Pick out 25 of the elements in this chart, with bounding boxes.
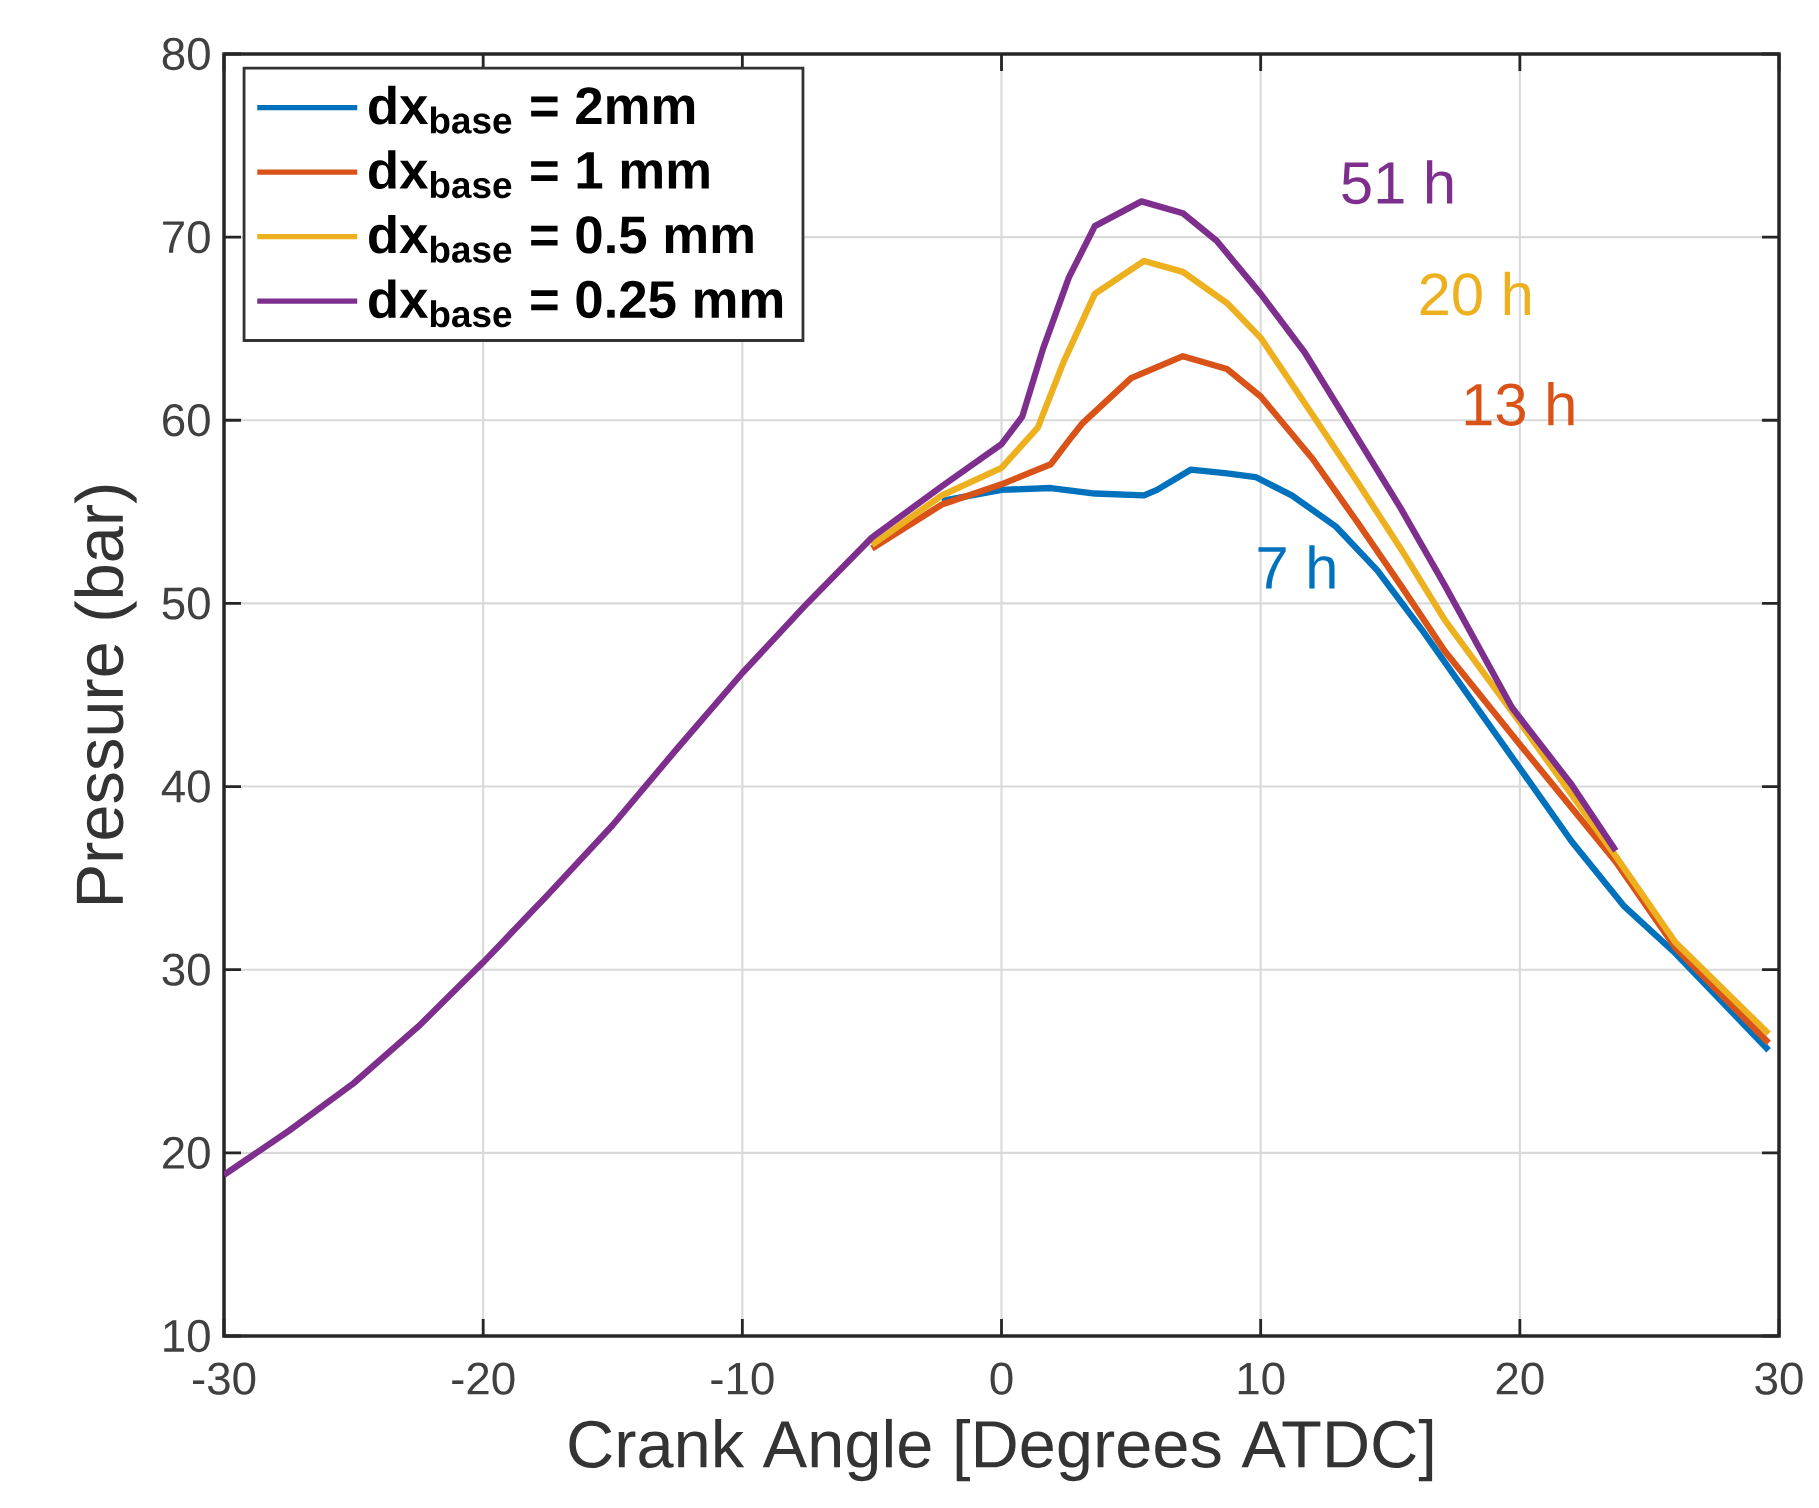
y-tick-label: 50 xyxy=(162,587,210,620)
x-tick-label: -10 xyxy=(711,1362,774,1395)
x-tick-label: 30 xyxy=(1755,1362,1803,1395)
legend-label: dx$_{base}$ = 0.5 mm xyxy=(369,214,753,263)
annotation: 13 h xyxy=(1465,382,1574,426)
x-tick-label: 20 xyxy=(1496,1362,1544,1395)
legend-label: dx$_{base}$ = 0.25 mm xyxy=(369,279,783,328)
y-tick-label: 10 xyxy=(164,1319,210,1353)
y-tick-label: 20 xyxy=(163,1136,210,1170)
y-tick-label: 80 xyxy=(162,37,210,71)
y-tick-label: 60 xyxy=(163,404,210,437)
x-tick-label: -20 xyxy=(452,1362,515,1395)
y-tick-label: 40 xyxy=(161,770,210,803)
y-tick-label: 30 xyxy=(162,953,210,986)
annotation: 51 h xyxy=(1342,160,1453,205)
x-axis-title: Crank Angle [Degrees ATDC] xyxy=(569,1418,1433,1482)
y-tick-label: 70 xyxy=(163,220,210,254)
legend-label: dx$_{base}$ = 1 mm xyxy=(369,150,709,199)
annotation: 20 h xyxy=(1420,271,1530,316)
annotation: 7 h xyxy=(1258,545,1335,589)
x-tick-label: -30 xyxy=(193,1362,256,1395)
y-axis-title: Pressure (bar) xyxy=(74,485,137,903)
legend-label: dx$_{base}$ = 2mm xyxy=(369,85,695,134)
x-tick-label: 0 xyxy=(990,1362,1013,1395)
x-tick-label: 10 xyxy=(1238,1362,1285,1395)
